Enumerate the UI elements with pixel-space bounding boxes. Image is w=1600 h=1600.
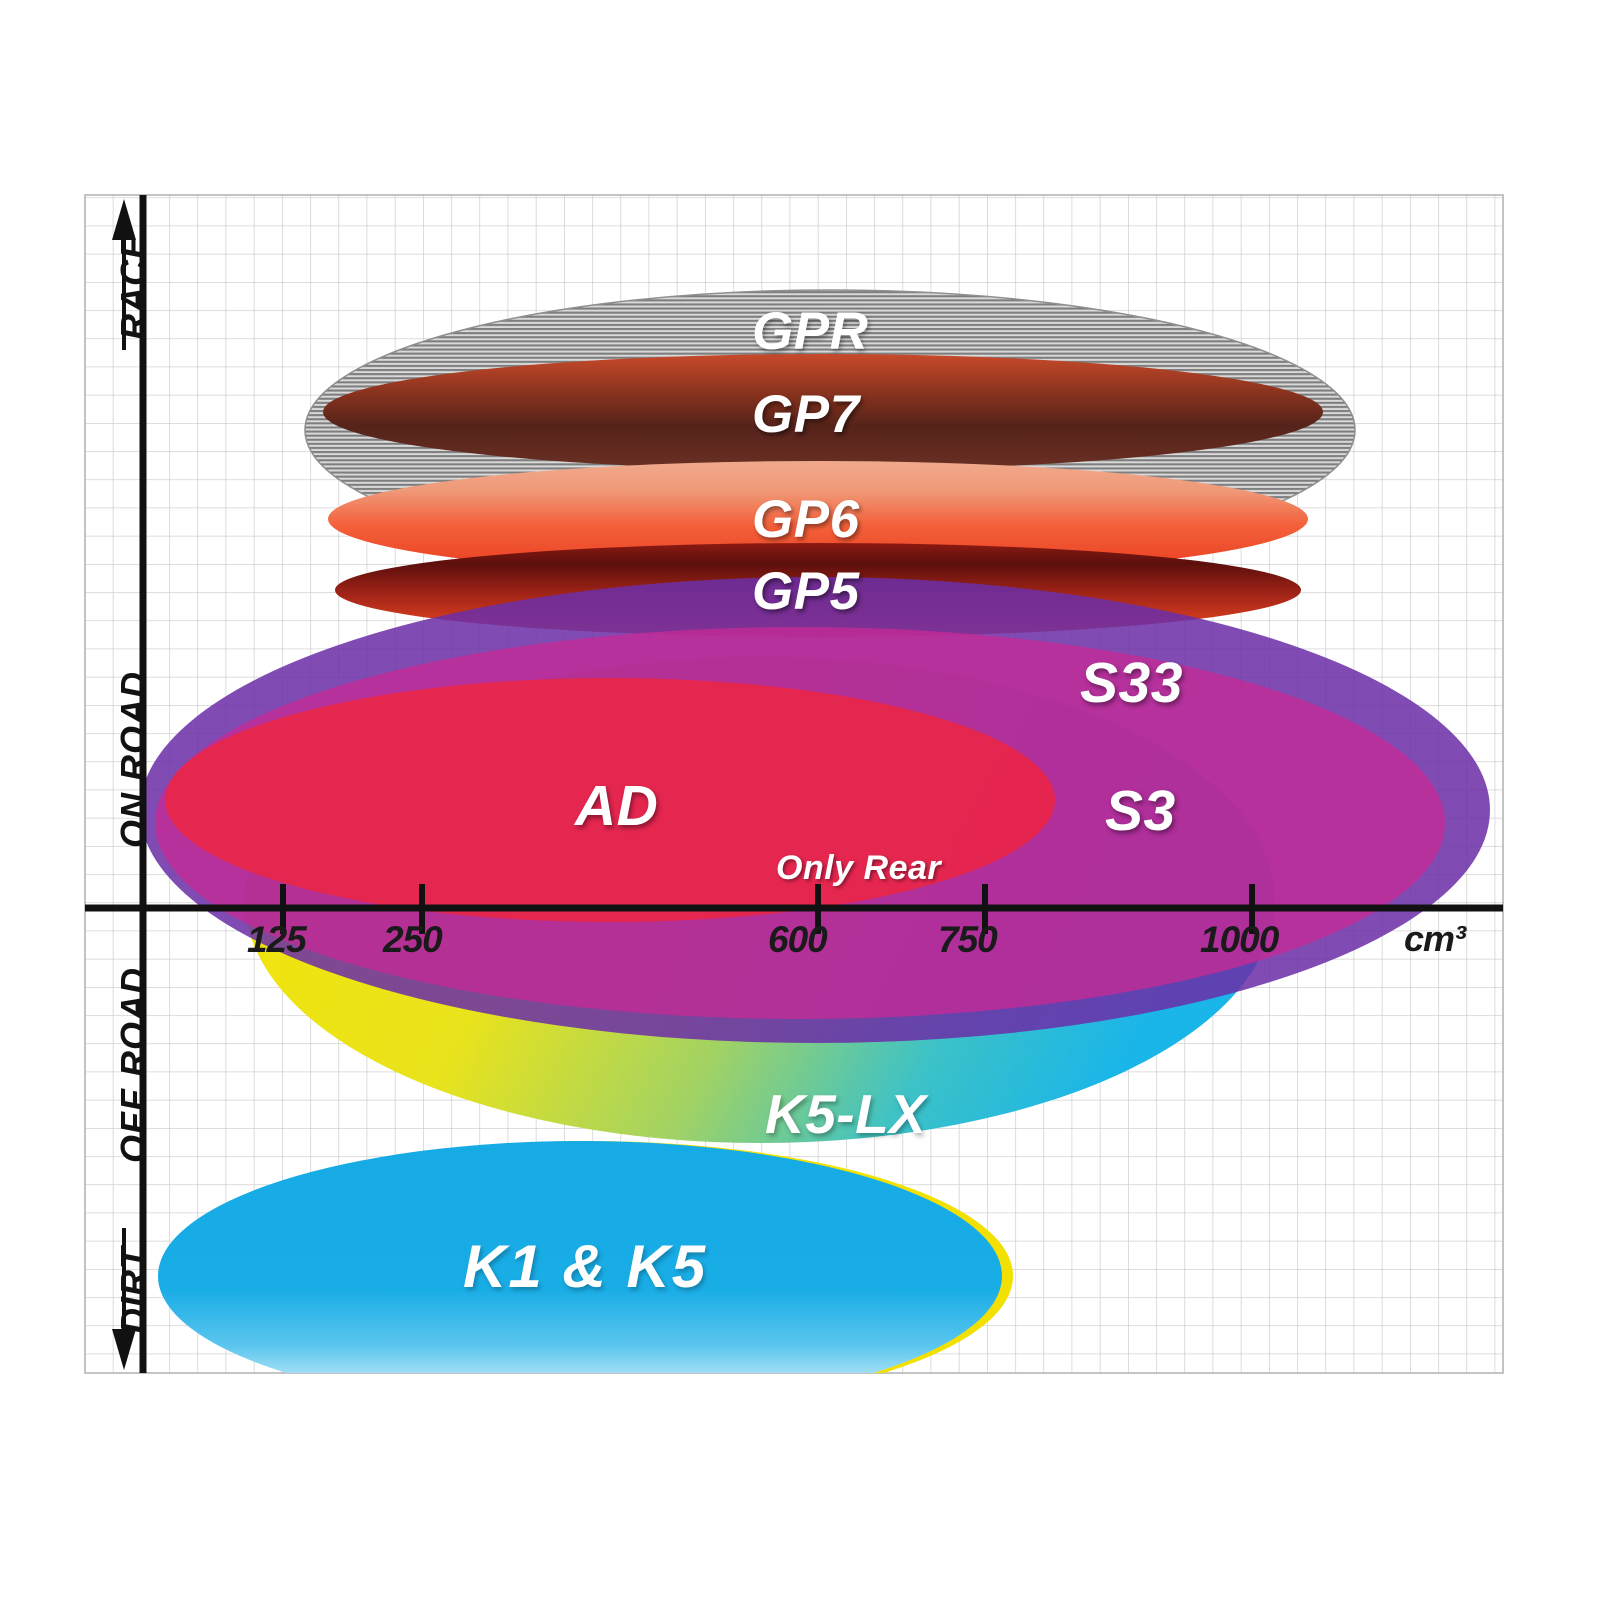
band-label-off-road: OFF ROAD <box>113 967 154 1163</box>
region-k1k5-ellipse <box>158 1141 1002 1373</box>
band-label-race: RACE <box>113 233 154 340</box>
x-tick-label-1000: 1000 <box>1200 919 1279 960</box>
dirt-down-arrow <box>112 1228 136 1370</box>
region-label-s33: S33 <box>1080 651 1183 715</box>
region-ad-ellipse <box>165 678 1055 922</box>
axis-lines <box>85 195 1503 1373</box>
region-label-gp5: GP5 <box>752 562 860 621</box>
x-tick-label-250: 250 <box>383 919 443 960</box>
region-gp6-ellipse <box>328 461 1308 577</box>
band-label-dirt: DIRT <box>113 1246 154 1334</box>
region-label-gpr: GPR <box>752 302 869 361</box>
x-axis-ticks <box>280 884 1255 934</box>
region-label-s3: S3 <box>1105 779 1176 843</box>
x-axis-unit-label: cm³ <box>1404 918 1466 959</box>
x-tick-label-750: 750 <box>938 919 998 960</box>
region-label-gp6: GP6 <box>752 490 860 549</box>
region-label-ad: AD <box>575 774 659 838</box>
region-label-gp7: GP7 <box>752 385 860 444</box>
x-tick-label-125: 125 <box>247 919 307 960</box>
region-label-k1k5: K1 & K5 <box>463 1233 708 1300</box>
region-gp7-ellipse <box>323 354 1323 470</box>
region-label-k5lx: K5-LX <box>765 1083 927 1145</box>
band-label-on-road: ON ROAD <box>113 671 154 848</box>
annotation-only-rear: Only Rear <box>776 849 942 887</box>
x-tick-label-600: 600 <box>768 919 828 960</box>
race-up-arrow <box>112 199 136 350</box>
